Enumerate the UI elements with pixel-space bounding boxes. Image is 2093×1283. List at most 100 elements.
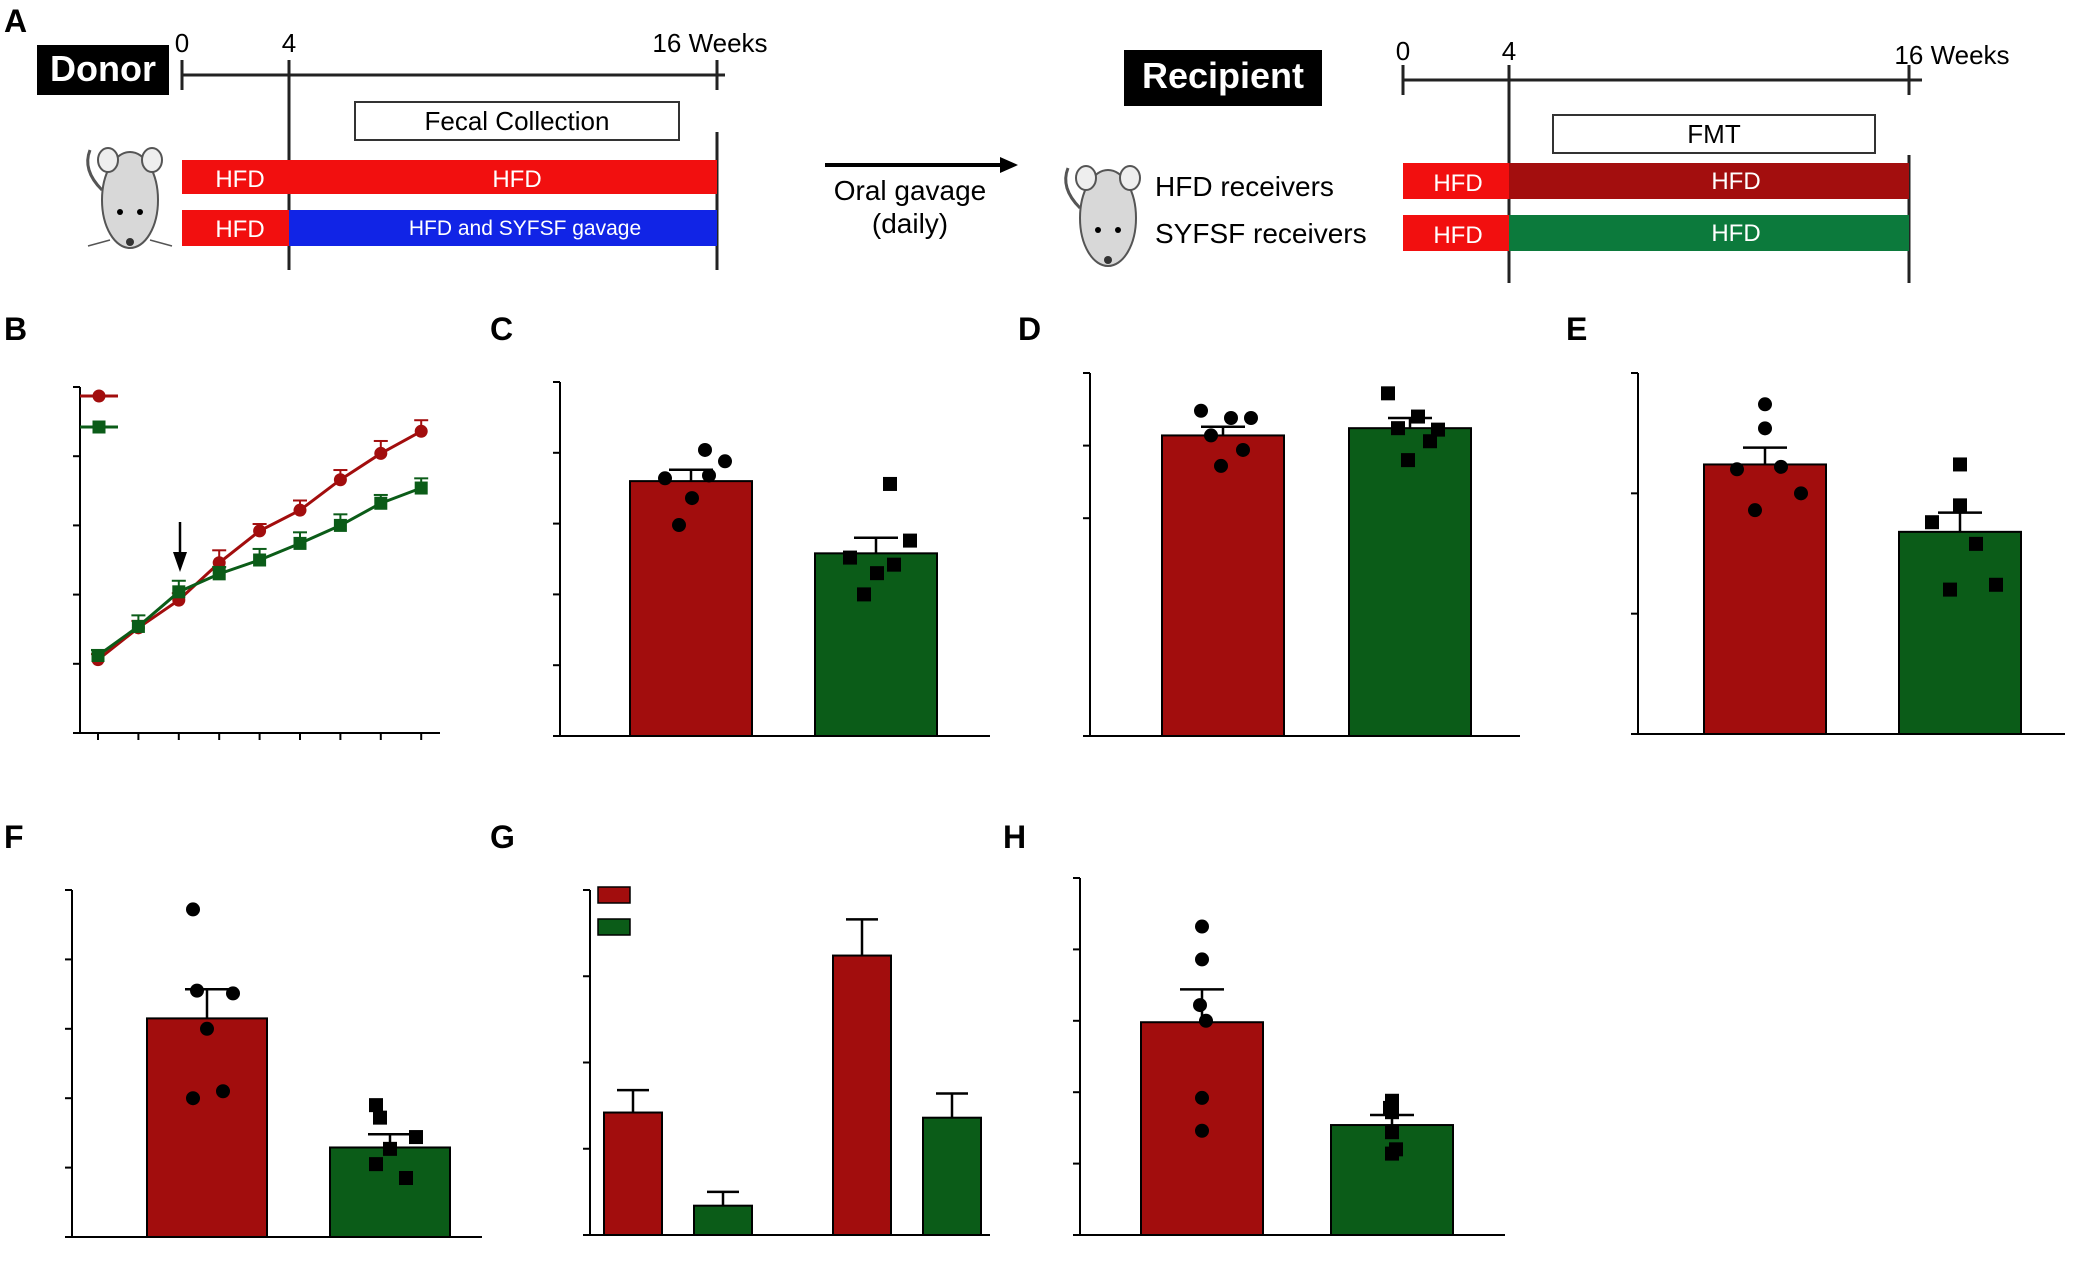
- data-point-syfsf: [369, 1098, 383, 1113]
- donor-row2-main-label: HFD and SYFSF gavage: [409, 217, 641, 240]
- data-point-hfd: [333, 473, 347, 487]
- data-point-hfd: [685, 491, 699, 506]
- panel-c-weight-gain-chart: C: [490, 311, 990, 737]
- data-point-hfd: [1214, 458, 1228, 473]
- fmt-box: [1552, 114, 1876, 154]
- bar-hfd-receivers: [146, 1017, 268, 1239]
- panel-letter: E: [1566, 311, 1587, 347]
- data-point-hfd: [216, 1084, 230, 1099]
- donor-title-box: [37, 45, 169, 95]
- donor-row1-main-label: HFD: [492, 166, 541, 193]
- donor-row2-main: [289, 210, 717, 246]
- panel-a-schematic: A Donor 0 4 16 Weeks Fecal Collection HF…: [4, 3, 2010, 283]
- data-point-syfsf: [1381, 386, 1395, 401]
- data-point-syfsf: [1401, 453, 1415, 468]
- panel-letter: F: [4, 819, 24, 855]
- data-point-hfd: [293, 503, 307, 517]
- data-point-hfd: [200, 1021, 214, 1036]
- donor-row1-pre-label: HFD: [215, 166, 264, 193]
- bar-syfsf-receivers: [814, 552, 938, 737]
- bar-syfsf-receivers: [329, 1146, 451, 1238]
- data-point-hfd: [1794, 486, 1808, 501]
- legend-marker-hfd: [92, 389, 106, 403]
- series-line-syfsf: [97, 486, 422, 657]
- panel-letter: D: [1018, 311, 1041, 347]
- data-point-syfsf: [1953, 498, 1967, 513]
- recipient-group-hfd: HFD receivers: [1155, 171, 1334, 202]
- recipient-group-syfsf: SYFSF receivers: [1155, 218, 1367, 249]
- recipient-row1-main: [1509, 163, 1909, 199]
- data-point-syfsf: [883, 476, 897, 491]
- gavage-label-1: Oral gavage: [834, 175, 987, 206]
- recipient-row2-pre-label: HFD: [1433, 222, 1482, 249]
- data-point-syfsf: [374, 496, 388, 510]
- gavage-label-2: (daily): [872, 208, 948, 239]
- data-point-syfsf: [333, 518, 347, 532]
- data-point-syfsf: [1391, 421, 1405, 436]
- data-point-hfd: [1748, 503, 1762, 518]
- donor-tick-label-4: 4: [282, 28, 296, 58]
- data-point-syfsf: [91, 648, 105, 662]
- data-point-syfsf: [1953, 457, 1967, 472]
- panel-letter: C: [490, 311, 513, 347]
- legend-swatch: [597, 886, 631, 904]
- donor-title: Donor: [50, 48, 156, 89]
- data-point-hfd: [1758, 421, 1772, 436]
- recipient-row1-main-label: HFD: [1711, 168, 1760, 195]
- bar-syfsf-receivers: [922, 1116, 982, 1236]
- data-point-hfd: [374, 446, 388, 460]
- data-point-hfd: [672, 518, 686, 533]
- donor-tick-label-16: 16 Weeks: [652, 28, 767, 58]
- data-point-syfsf: [1989, 577, 2003, 592]
- panel-letter-a: A: [4, 3, 27, 39]
- recipient-title: Recipient: [1142, 55, 1304, 96]
- data-point-hfd: [698, 442, 712, 457]
- recipient-tick-label-0: 0: [1396, 36, 1410, 66]
- data-point-syfsf: [383, 1141, 397, 1156]
- gavage-arrow-head: [1000, 157, 1018, 173]
- data-point-syfsf: [212, 567, 226, 581]
- legend-swatch: [597, 918, 631, 936]
- data-point-hfd: [702, 468, 716, 483]
- panel-letter: G: [490, 819, 515, 855]
- fmt-box-label: FMT: [1687, 119, 1741, 149]
- data-point-hfd: [226, 986, 240, 1001]
- donor-row1-main: [289, 160, 717, 194]
- recipient-row2-pre: [1403, 215, 1509, 251]
- recipient-row2-main-label: HFD: [1711, 220, 1760, 247]
- data-point-syfsf: [369, 1157, 383, 1172]
- recipient-row2-main: [1509, 215, 1909, 251]
- data-point-syfsf: [373, 1110, 387, 1125]
- data-point-hfd: [1194, 403, 1208, 418]
- fmt-arrow-head: [173, 552, 187, 572]
- data-point-hfd: [1204, 428, 1218, 443]
- data-point-syfsf: [1411, 409, 1425, 424]
- bar-syfsf-receivers: [1330, 1124, 1454, 1236]
- legend-marker-syfsf: [92, 420, 106, 434]
- data-point-hfd: [1199, 1013, 1213, 1028]
- data-point-hfd: [658, 471, 672, 486]
- panel-e-liver-tg-chart: E: [1566, 311, 2065, 736]
- data-point-syfsf: [1431, 422, 1445, 437]
- data-point-syfsf: [399, 1171, 413, 1186]
- data-point-syfsf: [1943, 582, 1957, 597]
- data-point-syfsf: [1383, 1100, 1397, 1115]
- donor-tick-label-0: 0: [175, 28, 189, 58]
- recipient-mouse-icon: [1064, 165, 1141, 267]
- data-point-hfd: [1774, 459, 1788, 474]
- panel-d-food-intake-chart: D: [1018, 311, 1520, 737]
- donor-row2-pre-label: HFD: [215, 216, 264, 243]
- data-point-hfd: [1195, 919, 1209, 934]
- data-point-syfsf: [1385, 1125, 1399, 1140]
- data-point-hfd: [253, 524, 267, 538]
- data-point-syfsf: [903, 533, 917, 548]
- recipient-tick-label-16: 16 Weeks: [1894, 40, 2009, 70]
- data-point-syfsf: [253, 553, 267, 567]
- panel-g-nafld-score-chart: G: [490, 819, 990, 1237]
- donor-row1-pre: [182, 160, 289, 194]
- data-point-hfd: [1195, 952, 1209, 967]
- panel-f-oro-area-chart: F: [4, 819, 482, 1239]
- bar-hfd-receivers: [1161, 434, 1285, 737]
- data-point-syfsf: [1389, 1142, 1403, 1157]
- data-point-hfd: [1236, 442, 1250, 457]
